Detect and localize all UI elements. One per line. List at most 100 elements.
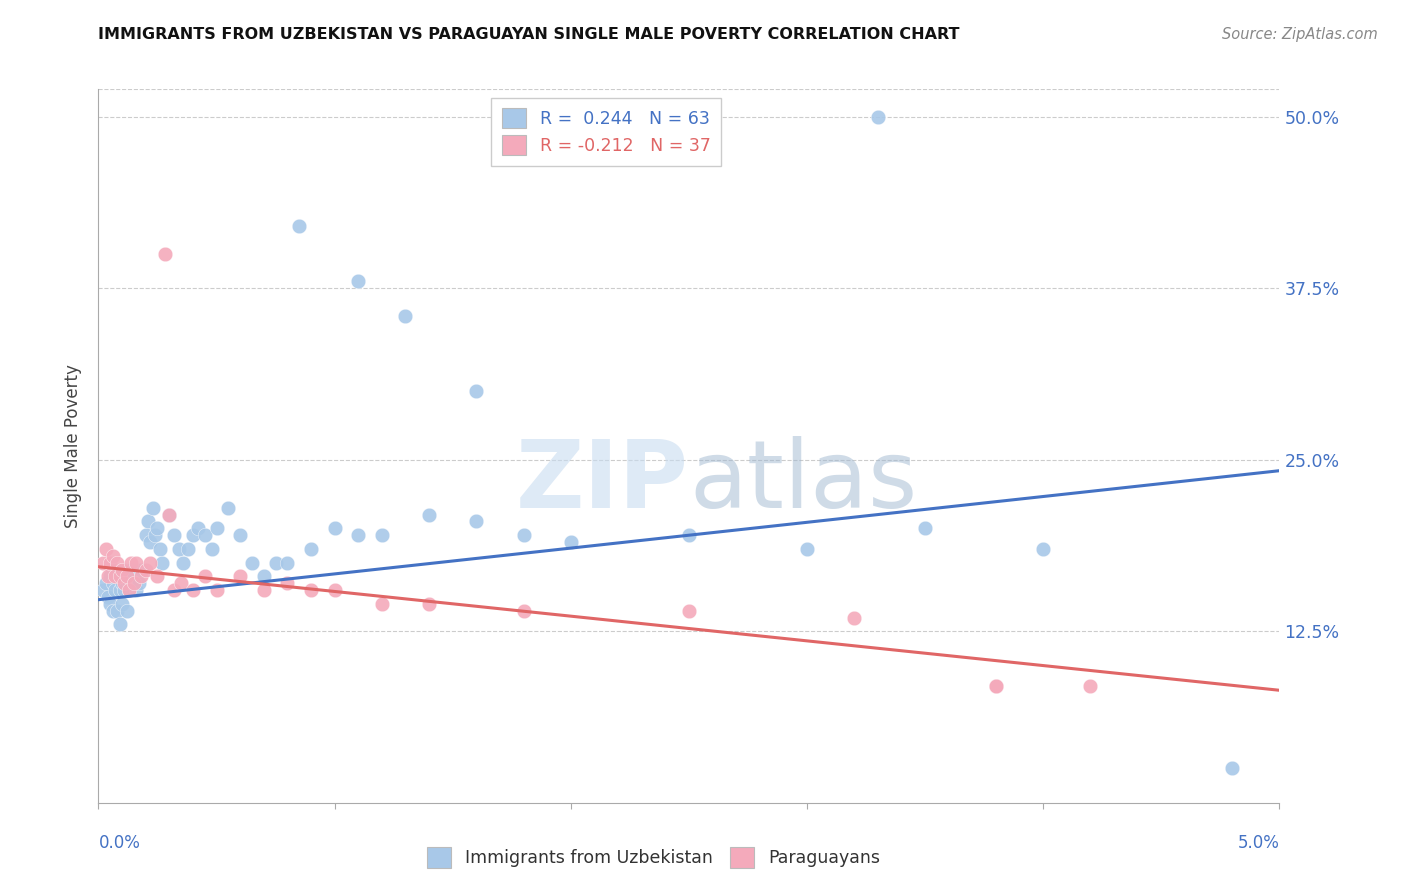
Point (143, 528, 166, 542)
Point (108, 617, 131, 632)
Point (129, 569, 152, 583)
Point (240, 556, 263, 570)
Point (91, 583, 114, 598)
Point (111, 562, 134, 576)
Point (796, 541, 818, 556)
Point (984, 679, 1007, 693)
Point (264, 556, 287, 570)
Point (105, 569, 128, 583)
Point (122, 576, 145, 591)
Point (187, 521, 209, 535)
Point (146, 521, 169, 535)
Point (139, 556, 162, 570)
Point (1080, 679, 1102, 693)
Point (153, 247, 176, 261)
Point (299, 583, 322, 598)
Point (94, 576, 117, 591)
Text: 5.0%: 5.0% (1237, 834, 1279, 852)
Point (229, 569, 252, 583)
Text: Source: ZipAtlas.com: Source: ZipAtlas.com (1222, 27, 1378, 42)
Point (97, 590, 120, 604)
Point (253, 583, 276, 598)
Point (465, 384, 488, 398)
Point (163, 583, 186, 598)
Point (299, 541, 322, 556)
Point (177, 541, 200, 556)
Point (112, 562, 135, 576)
Point (323, 521, 346, 535)
Point (125, 556, 148, 570)
Point (101, 604, 124, 618)
Point (121, 562, 143, 576)
Point (104, 569, 127, 583)
Point (288, 219, 311, 234)
Point (149, 541, 172, 556)
Point (181, 583, 204, 598)
Point (128, 576, 150, 591)
Point (125, 583, 148, 598)
Point (139, 535, 162, 549)
Point (253, 569, 276, 583)
Point (157, 508, 180, 522)
Point (111, 576, 134, 591)
Point (98, 556, 121, 570)
Point (111, 597, 134, 611)
Point (101, 549, 124, 563)
Point (91, 556, 114, 570)
Point (560, 535, 582, 549)
Point (98, 597, 121, 611)
Point (418, 597, 440, 611)
Point (104, 562, 127, 576)
Point (194, 569, 217, 583)
Text: 0.0%: 0.0% (98, 834, 141, 852)
Text: IMMIGRANTS FROM UZBEKISTAN VS PARAGUAYAN SINGLE MALE POVERTY CORRELATION CHART: IMMIGRANTS FROM UZBEKISTAN VS PARAGUAYAN… (98, 27, 960, 42)
Point (118, 576, 141, 591)
Point (866, 110, 889, 124)
Point (104, 583, 127, 598)
Point (371, 597, 394, 611)
Text: ZIP: ZIP (516, 435, 689, 528)
Point (101, 576, 124, 591)
Point (115, 569, 138, 583)
Point (136, 515, 159, 529)
Point (984, 679, 1007, 693)
Point (163, 528, 186, 542)
Point (167, 541, 190, 556)
Point (1032, 541, 1054, 556)
Point (276, 576, 298, 591)
Point (276, 556, 298, 570)
Point (146, 569, 169, 583)
Point (229, 528, 252, 542)
Point (347, 274, 370, 288)
Point (172, 556, 194, 570)
Point (512, 528, 534, 542)
Point (217, 500, 239, 515)
Y-axis label: Single Male Poverty: Single Male Poverty (65, 364, 83, 528)
Point (118, 583, 141, 598)
Point (135, 562, 157, 576)
Point (418, 508, 440, 522)
Point (112, 576, 135, 591)
Point (108, 569, 131, 583)
Point (678, 528, 700, 542)
Point (205, 521, 228, 535)
Point (122, 569, 145, 583)
Text: atlas: atlas (689, 435, 917, 528)
Point (844, 610, 866, 624)
Point (150, 556, 173, 570)
Point (1220, 762, 1243, 776)
Point (323, 583, 346, 598)
Point (112, 583, 135, 598)
Point (108, 583, 131, 598)
Point (512, 604, 534, 618)
Point (347, 528, 370, 542)
Point (98, 569, 121, 583)
Point (115, 569, 138, 583)
Point (465, 515, 488, 529)
Point (181, 528, 204, 542)
Point (129, 562, 152, 576)
Point (914, 521, 936, 535)
Point (142, 500, 165, 515)
Point (371, 528, 394, 542)
Point (94, 541, 117, 556)
